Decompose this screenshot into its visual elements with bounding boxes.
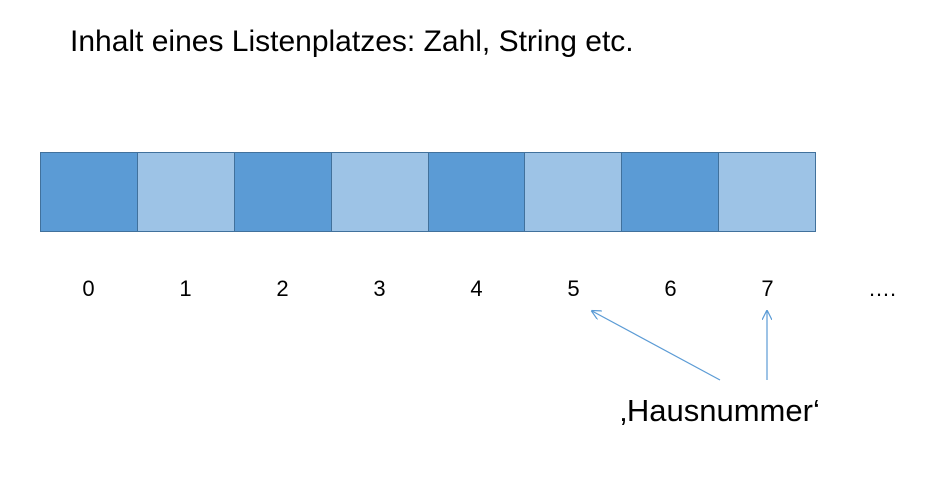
index-label-0: 0: [82, 276, 95, 301]
list-cell-6: [621, 152, 720, 232]
diagram-title: Inhalt eines Listenplatzes: Zahl, String…: [70, 25, 634, 58]
index-label-2: 2: [276, 276, 289, 301]
index-label-5: 5: [567, 276, 580, 301]
index-label-7: 7: [761, 276, 774, 301]
list-cell-0: [40, 152, 138, 232]
list-cell-7: [718, 152, 816, 232]
index-label-4: 4: [470, 276, 483, 301]
index-labels: 0 1 2 3 4 5 6 7: [40, 272, 816, 306]
continuation-ellipsis: ….: [868, 276, 897, 301]
list-cell-5: [524, 152, 623, 232]
index-label-6: 6: [664, 276, 677, 301]
list-cell-1: [136, 152, 235, 232]
list-cells: [40, 152, 816, 232]
list-cell-3: [330, 152, 429, 232]
index-label-3: 3: [373, 276, 386, 301]
hausnummer-label: ‚Hausnummer‘: [620, 393, 820, 428]
list-cell-4: [427, 152, 526, 232]
arrow-to-index-5: [592, 311, 721, 381]
index-label-1: 1: [179, 276, 192, 301]
list-cell-2: [233, 152, 332, 232]
